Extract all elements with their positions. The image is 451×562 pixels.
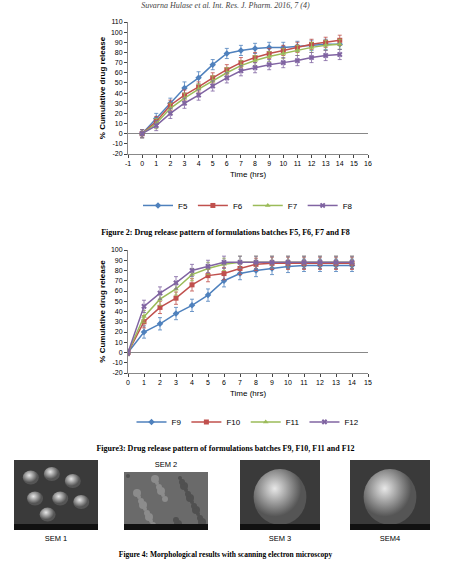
svg-text:3: 3 (174, 379, 178, 386)
svg-text:30: 30 (115, 100, 123, 107)
svg-text:% Cumulative drug release: % Cumulative drug release (98, 36, 107, 139)
html-text:Figure 4: Morphological result: Figure 4: Morphological results with sca… (118, 550, 333, 559)
html-text:SEM 3: SEM 3 (268, 534, 292, 543)
svg-text:14: 14 (336, 160, 344, 167)
html-text:SEM4: SEM4 (379, 534, 401, 543)
svg-text:10: 10 (284, 379, 292, 386)
svg-text:12: 12 (316, 379, 324, 386)
svg-text:F9: F9 (172, 418, 182, 427)
svg-text:4: 4 (190, 379, 194, 386)
svg-text:15: 15 (364, 379, 372, 386)
svg-text:50: 50 (115, 298, 123, 305)
svg-text:-10: -10 (112, 359, 122, 366)
svg-text:0: 0 (119, 130, 123, 137)
svg-text:9: 9 (270, 379, 274, 386)
svg-text:F8: F8 (343, 202, 353, 211)
svg-text:15: 15 (350, 160, 358, 167)
svg-text:60: 60 (115, 69, 123, 76)
html-text:SEM 2: SEM 2 (154, 460, 178, 469)
svg-text:-10: -10 (112, 140, 122, 147)
svg-text:6: 6 (225, 160, 229, 167)
svg-text:F6: F6 (233, 202, 243, 211)
svg-text:2: 2 (158, 379, 162, 386)
svg-text:50: 50 (115, 79, 123, 86)
svg-text:80: 80 (115, 267, 123, 274)
svg-text:7: 7 (238, 379, 242, 386)
svg-text:100: 100 (111, 246, 123, 253)
svg-text:2: 2 (168, 160, 172, 167)
svg-text:11: 11 (294, 160, 301, 167)
svg-text:9: 9 (267, 160, 271, 167)
svg-text:13: 13 (332, 379, 340, 386)
svg-text:40: 40 (115, 90, 123, 97)
svg-text:70: 70 (115, 59, 123, 66)
svg-text:0: 0 (126, 379, 130, 386)
svg-text:F7: F7 (288, 202, 298, 211)
svg-text:-20: -20 (112, 150, 122, 157)
svg-text:8: 8 (253, 160, 257, 167)
svg-text:-20: -20 (112, 369, 122, 376)
svg-text:16: 16 (364, 160, 372, 167)
svg-text:14: 14 (348, 379, 356, 386)
svg-text:13: 13 (322, 160, 330, 167)
svg-text:6: 6 (222, 379, 226, 386)
svg-text:1: 1 (154, 160, 158, 167)
svg-text:40: 40 (115, 308, 123, 315)
svg-text:F12: F12 (344, 418, 358, 427)
svg-text:7: 7 (239, 160, 243, 167)
svg-text:30: 30 (115, 318, 123, 325)
svg-text:90: 90 (115, 257, 123, 264)
svg-text:20: 20 (115, 328, 123, 335)
svg-text:100: 100 (111, 29, 123, 36)
svg-text:0: 0 (119, 349, 123, 356)
svg-text:4: 4 (197, 160, 201, 167)
svg-text:% Cumulative drug release: % Cumulative drug release (98, 260, 107, 363)
html-text:Figure 2: Drug release pattern: Figure 2: Drug release pattern of formul… (101, 228, 350, 237)
svg-text:90: 90 (115, 39, 123, 46)
svg-text:11: 11 (300, 379, 307, 386)
html-text:SEM 1: SEM 1 (44, 534, 68, 543)
svg-text:-1: -1 (125, 160, 131, 167)
svg-text:F11: F11 (286, 418, 300, 427)
svg-text:F5: F5 (178, 202, 188, 211)
html-text:Figure3: Drug release pattern: Figure3: Drug release pattern of formula… (96, 444, 355, 453)
svg-text:1: 1 (142, 379, 146, 386)
svg-text:0: 0 (140, 160, 144, 167)
svg-text:F10: F10 (226, 418, 240, 427)
html-text:Suvarna Hulase et al. Int. Res: Suvarna Hulase et al. Int. Res. J. Pharm… (141, 1, 310, 10)
svg-text:8: 8 (254, 379, 258, 386)
svg-text:60: 60 (115, 287, 123, 294)
svg-text:10: 10 (115, 120, 123, 127)
svg-text:5: 5 (206, 379, 210, 386)
svg-text:12: 12 (308, 160, 316, 167)
svg-text:70: 70 (115, 277, 123, 284)
svg-text:3: 3 (183, 160, 187, 167)
svg-text:10: 10 (279, 160, 287, 167)
svg-text:Time (hrs): Time (hrs) (230, 389, 266, 398)
svg-text:110: 110 (111, 18, 122, 25)
svg-text:Time (hrs): Time (hrs) (230, 170, 266, 179)
svg-text:5: 5 (211, 160, 215, 167)
svg-text:80: 80 (115, 49, 123, 56)
svg-text:10: 10 (115, 339, 123, 346)
svg-text:20: 20 (115, 110, 123, 117)
